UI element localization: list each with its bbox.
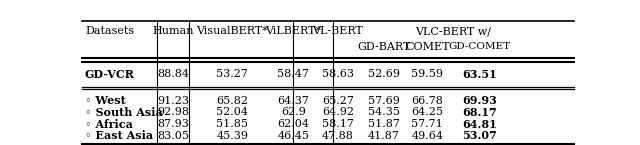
Text: GD-BART: GD-BART: [357, 42, 410, 52]
Text: 52.04: 52.04: [216, 107, 248, 117]
Text: GD-VCR: GD-VCR: [85, 69, 135, 80]
Text: 58.47: 58.47: [277, 69, 309, 79]
Text: 88.84: 88.84: [157, 69, 189, 79]
Text: 65.27: 65.27: [322, 96, 354, 106]
Text: GD-COMET: GD-COMET: [448, 42, 510, 51]
Text: 45.39: 45.39: [216, 131, 248, 141]
Text: 59.59: 59.59: [412, 69, 443, 79]
Text: 92.98: 92.98: [157, 107, 189, 117]
Text: 69.93: 69.93: [462, 95, 497, 106]
Text: ◦ South Asia: ◦ South Asia: [85, 107, 163, 118]
Text: 62.04: 62.04: [277, 119, 309, 129]
Text: 64.37: 64.37: [277, 96, 309, 106]
Text: VisualBERT*: VisualBERT*: [196, 26, 268, 36]
Text: 47.88: 47.88: [322, 131, 354, 141]
Text: 53.07: 53.07: [462, 130, 497, 141]
Text: 51.87: 51.87: [367, 119, 399, 129]
Text: 49.64: 49.64: [412, 131, 443, 141]
Text: 68.17: 68.17: [462, 107, 497, 118]
Text: 83.05: 83.05: [157, 131, 189, 141]
Text: 52.69: 52.69: [367, 69, 399, 79]
Text: COMET: COMET: [405, 42, 449, 52]
Text: 62.9: 62.9: [281, 107, 306, 117]
Text: 51.85: 51.85: [216, 119, 248, 129]
Text: 87.93: 87.93: [157, 119, 189, 129]
Text: 65.82: 65.82: [216, 96, 248, 106]
Text: 54.35: 54.35: [367, 107, 399, 117]
Text: 64.81: 64.81: [462, 118, 497, 129]
Text: 53.27: 53.27: [216, 69, 248, 79]
Text: ◦ East Asia: ◦ East Asia: [85, 130, 153, 141]
Text: 57.69: 57.69: [367, 96, 399, 106]
Text: 41.87: 41.87: [367, 131, 399, 141]
Text: VLC-BERT w/: VLC-BERT w/: [415, 26, 492, 36]
Text: Datasets: Datasets: [85, 26, 134, 36]
Text: 58.17: 58.17: [322, 119, 354, 129]
Text: 91.23: 91.23: [157, 96, 189, 106]
Text: 66.78: 66.78: [412, 96, 443, 106]
Text: ViLBERT*: ViLBERT*: [265, 26, 321, 36]
Text: 46.45: 46.45: [277, 131, 309, 141]
Text: ◦ Africa: ◦ Africa: [85, 118, 133, 129]
Text: VL-BERT: VL-BERT: [312, 26, 364, 36]
Text: Human: Human: [152, 26, 193, 36]
Text: 57.71: 57.71: [412, 119, 443, 129]
Text: 64.92: 64.92: [322, 107, 354, 117]
Text: 58.63: 58.63: [322, 69, 354, 79]
Text: ◦ West: ◦ West: [85, 95, 125, 106]
Text: 64.25: 64.25: [412, 107, 443, 117]
Text: 63.51: 63.51: [462, 69, 497, 80]
